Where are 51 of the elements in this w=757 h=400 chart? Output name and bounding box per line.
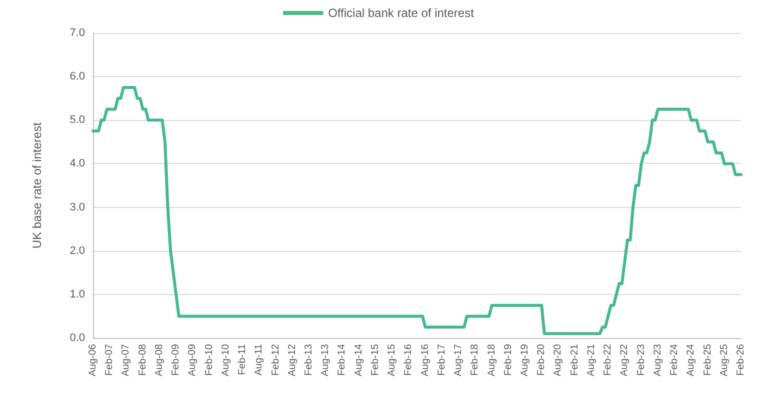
legend-label: Official bank rate of interest (328, 6, 475, 20)
x-tick-label: Feb-22 (602, 344, 614, 376)
x-tick-label: Feb-18 (470, 344, 481, 376)
x-tick-label: Aug-15 (386, 344, 398, 376)
x-tick-label: Aug-22 (619, 344, 630, 376)
x-tick-label: Feb-14 (336, 344, 348, 376)
x-tick-label: Aug-10 (220, 344, 232, 376)
y-axis-title: UK base rate of interest (30, 122, 44, 249)
x-tick-label: Feb-20 (536, 344, 548, 376)
x-tick-label: Feb-12 (270, 344, 282, 376)
x-tick-label: Aug-14 (353, 344, 364, 376)
x-tick-label: Aug-08 (154, 344, 165, 376)
x-tick-label: Feb-13 (304, 344, 314, 376)
x-tick-label: Feb-23 (636, 344, 647, 376)
x-tick-label: Feb-11 (237, 344, 248, 375)
x-tick-label: Feb-08 (137, 344, 148, 376)
x-tick-label: Aug-25 (718, 344, 730, 376)
x-tick-label: Feb-17 (436, 344, 448, 376)
x-tick-label: Aug-07 (120, 344, 132, 376)
line-series (92, 86, 742, 336)
y-tick-label: 3.0 (70, 201, 85, 214)
x-tick-label: Aug-24 (686, 344, 697, 376)
x-tick-label: Aug-19 (520, 344, 530, 376)
y-tick-label: 2.0 (70, 244, 85, 257)
x-tick-label: Feb-26 (736, 344, 746, 376)
x-tick-label: Aug-13 (320, 344, 332, 376)
x-tick-label: Feb-24 (669, 344, 680, 376)
x-tick-label: Aug-17 (453, 344, 464, 376)
y-tick-label: 0.0 (70, 332, 85, 344)
x-tick-label: Aug-20 (552, 344, 564, 376)
x-tick-label: Aug-16 (420, 344, 431, 376)
x-tick-label: Feb-09 (170, 344, 182, 376)
x-tick-label: Feb-21 (569, 344, 580, 376)
x-tick-label: Aug-21 (586, 344, 597, 376)
x-tick-label: Aug-06 (88, 344, 98, 376)
y-tick-label: 6.0 (70, 70, 85, 83)
x-tick-label: Feb-07 (104, 344, 116, 376)
x-tick-label: Aug-09 (187, 344, 198, 376)
x-tick-label: Aug-18 (486, 344, 498, 376)
x-tick-label: Feb-25 (702, 344, 714, 376)
x-tick-label: Feb-19 (502, 344, 514, 376)
y-tick-label: 4.0 (70, 158, 85, 170)
x-tick-label: Aug-11 (254, 344, 265, 376)
x-tick-label: Feb-10 (204, 344, 215, 376)
x-tick-label: Aug-23 (652, 344, 664, 376)
y-tick-label: 7.0 (70, 27, 85, 39)
x-tick-label: Aug-12 (286, 344, 298, 376)
y-tick-label: 5.0 (70, 114, 85, 126)
y-tick-label: 1.0 (70, 288, 85, 300)
x-tick-label: Feb-16 (403, 344, 414, 376)
x-tick-label: Feb-15 (370, 344, 381, 376)
